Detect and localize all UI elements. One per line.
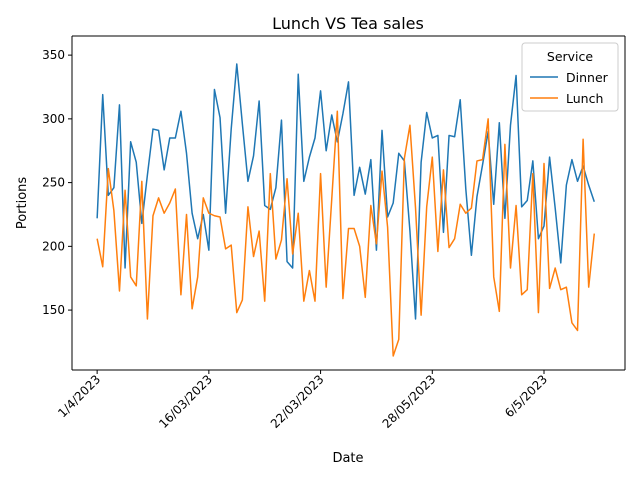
x-tick-label: 6/5/2023 <box>502 372 550 420</box>
series-line-dinner <box>96 63 595 320</box>
legend-label-dinner: Dinner <box>566 70 609 85</box>
axes-layer <box>71 35 626 371</box>
y-tick-label: 350 <box>42 48 65 62</box>
y-axis-ticks: 150 200 250 300 350 <box>42 48 72 317</box>
x-tick-label: 22/03/2023 <box>268 372 327 431</box>
legend-label-lunch: Lunch <box>566 91 603 106</box>
x-axis-label: Date <box>332 451 363 466</box>
y-tick-label: 250 <box>42 176 65 190</box>
legend-title: Service <box>547 49 594 64</box>
y-tick-label: 300 <box>42 112 65 126</box>
x-tick-label: 16/03/2023 <box>156 372 215 431</box>
series-line-lunch <box>96 110 596 357</box>
y-tick-label: 150 <box>42 303 65 317</box>
legend-box <box>521 42 619 112</box>
y-axis-label: Portions <box>15 177 30 230</box>
x-tick-label: 28/05/2023 <box>380 372 439 431</box>
y-tick-label: 200 <box>42 239 65 253</box>
x-axis-ticks: 1/4/2023 16/03/2023 22/03/2023 28/05/2023 6/… <box>55 370 550 431</box>
legend: Service Dinner Lunch <box>521 42 619 112</box>
chart-title: Lunch VS Tea sales <box>272 14 424 33</box>
x-tick-label: 1/4/2023 <box>55 372 103 420</box>
series-layer <box>96 63 596 357</box>
